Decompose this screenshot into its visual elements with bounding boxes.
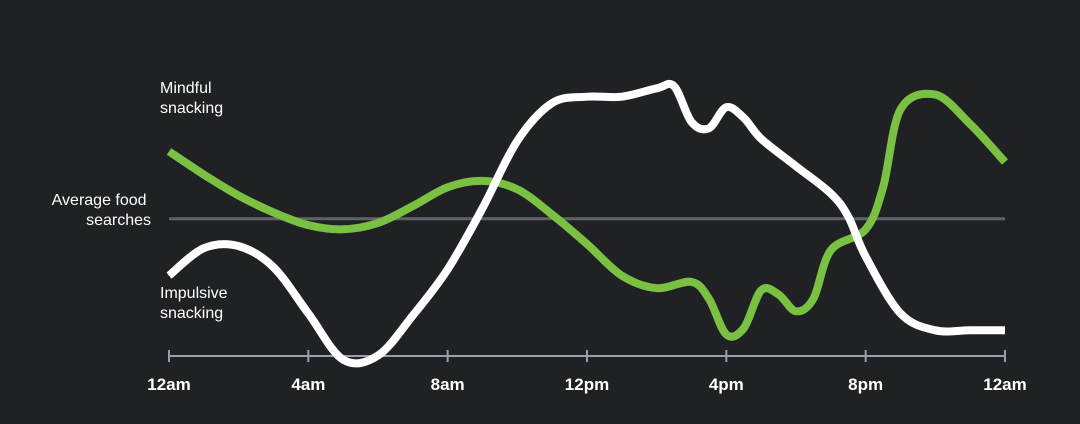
x-tick-label: 12pm — [565, 375, 609, 394]
x-tick-label: 8pm — [848, 375, 883, 394]
x-tick-label: 12am — [147, 375, 190, 394]
impulsive-snacking-label: Impulsive snacking — [160, 285, 232, 322]
x-tick-label: 4pm — [709, 375, 744, 394]
average-food-searches-label: Average food searches — [52, 192, 151, 229]
x-tick-label: 12am — [983, 375, 1026, 394]
impulsive-snacking-line — [166, 79, 1005, 368]
mindful-snacking-label: Mindful snacking — [160, 80, 223, 117]
series-layer — [166, 79, 1008, 368]
x-tick-label: 8am — [431, 375, 465, 394]
x-tick-label: 4am — [291, 375, 325, 394]
mindful-snacking-line — [166, 89, 1008, 341]
x-axis: 12am 4am 8am 12pm 4pm 8pm 12am — [147, 350, 1027, 394]
